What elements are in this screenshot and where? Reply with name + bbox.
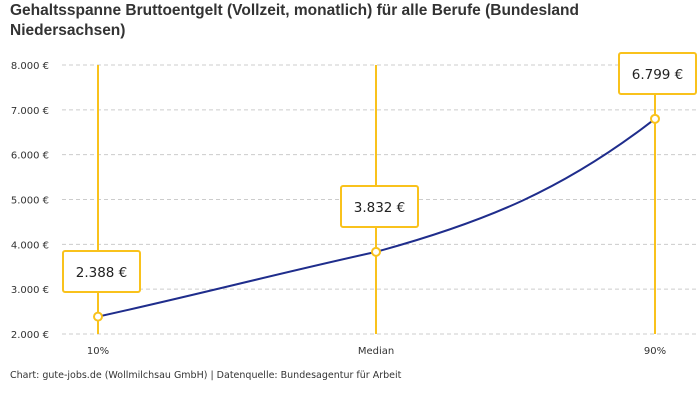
data-point bbox=[93, 311, 103, 322]
data-label-box bbox=[618, 52, 697, 95]
data-label-box bbox=[62, 250, 141, 293]
data-point bbox=[650, 113, 660, 124]
data-label: 2.388 € bbox=[76, 265, 128, 281]
x-tick-label: 90% bbox=[644, 346, 666, 357]
x-tick-label: Median bbox=[358, 346, 394, 357]
data-label-box bbox=[340, 185, 419, 228]
y-tick-label: 5.000 € bbox=[11, 196, 49, 207]
data-label: 3.832 € bbox=[354, 200, 406, 216]
y-tick-label: 7.000 € bbox=[11, 106, 49, 117]
y-tick-label: 3.000 € bbox=[11, 285, 49, 296]
data-label: 6.799 € bbox=[632, 67, 684, 83]
y-tick-label: 4.000 € bbox=[11, 240, 49, 251]
y-tick-label: 6.000 € bbox=[11, 151, 49, 162]
y-tick-label: 2.000 € bbox=[11, 330, 49, 341]
data-point bbox=[371, 246, 381, 257]
y-tick-label: 8.000 € bbox=[11, 61, 49, 72]
chart-title: Gehaltsspanne Bruttoentgelt (Vollzeit, m… bbox=[10, 2, 579, 39]
x-tick-label: 10% bbox=[87, 346, 109, 357]
chart-source: Chart: gute-jobs.de (Wollmilchsau GmbH) … bbox=[10, 370, 402, 381]
